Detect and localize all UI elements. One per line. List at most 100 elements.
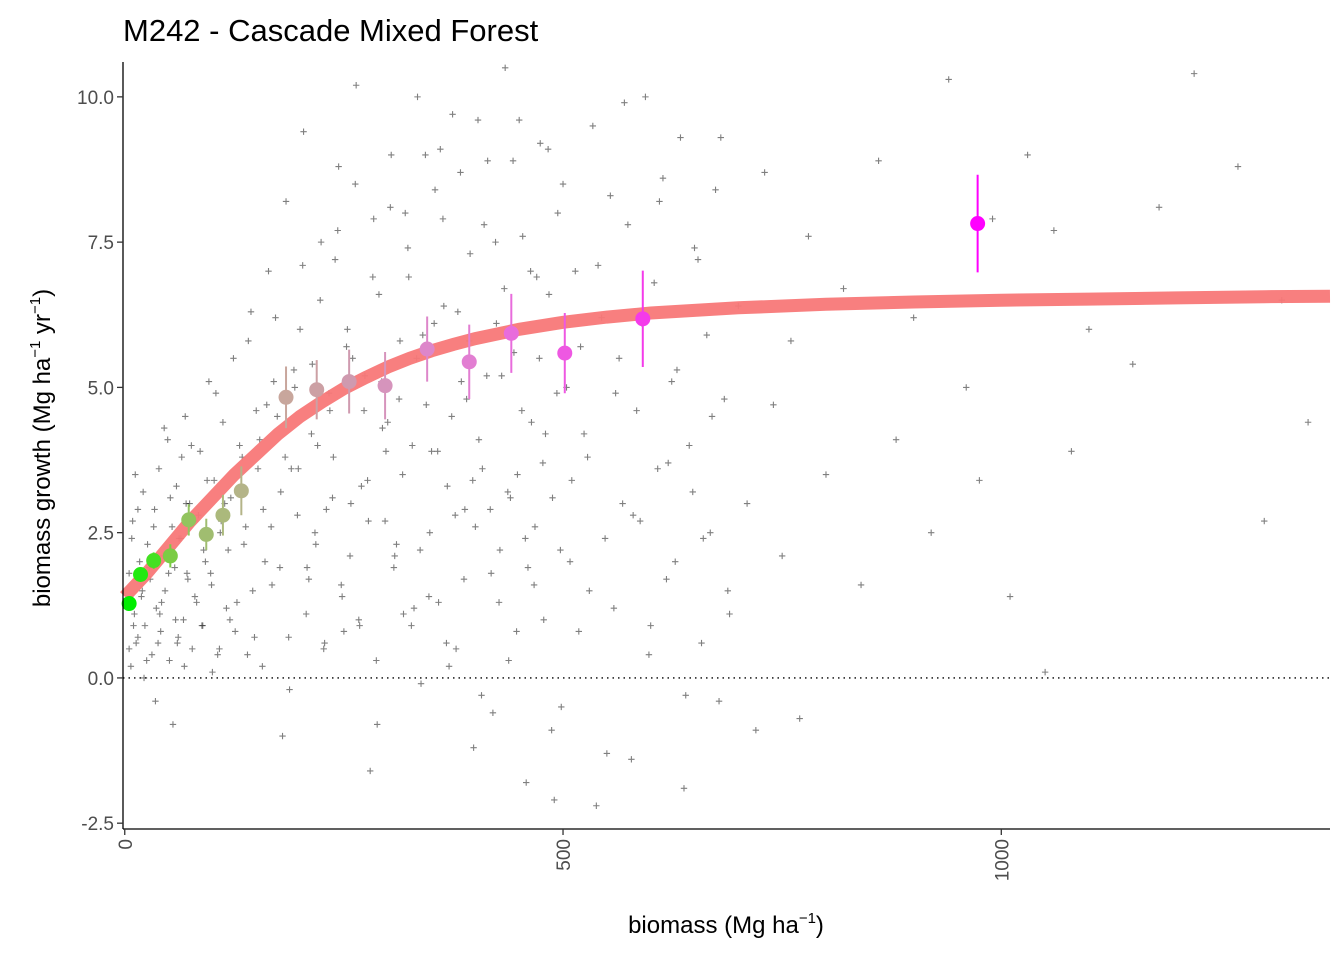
raw-point [281, 453, 289, 461]
raw-point [200, 546, 207, 554]
mean-point [503, 325, 519, 341]
raw-point [240, 541, 248, 548]
y-tick-label: 2.5 [88, 524, 114, 545]
raw-point [158, 599, 165, 606]
raw-point [227, 494, 235, 501]
raw-point [530, 581, 538, 589]
raw-point [724, 587, 732, 594]
raw-point [334, 227, 341, 234]
raw-point [487, 506, 494, 513]
raw-point [927, 529, 935, 536]
raw-point [379, 424, 386, 432]
raw-point [144, 541, 151, 548]
raw-point [629, 512, 637, 519]
raw-point [524, 564, 532, 571]
mean-point [309, 382, 325, 398]
raw-point [484, 157, 491, 164]
raw-point [989, 215, 996, 223]
raw-point [277, 488, 284, 496]
raw-point [369, 273, 377, 281]
raw-point [1234, 163, 1242, 170]
raw-point [691, 244, 698, 252]
y-axis-label: biomass growth (Mg ha−1 yr−1) [27, 289, 56, 607]
raw-point [214, 651, 221, 658]
mean-point [341, 374, 357, 390]
raw-point [554, 209, 561, 217]
raw-point [492, 238, 499, 246]
raw-point [212, 390, 220, 397]
raw-point [628, 756, 635, 763]
raw-point [233, 599, 241, 606]
raw-point [668, 378, 675, 385]
raw-point [209, 668, 216, 676]
raw-point [129, 517, 136, 525]
raw-point [1024, 151, 1031, 159]
raw-point [586, 587, 593, 594]
raw-point [523, 779, 530, 786]
raw-point [196, 448, 204, 455]
raw-point [347, 500, 355, 507]
x-axis-label: biomass (Mg ha−1) [628, 910, 824, 939]
raw-point [654, 465, 661, 472]
raw-point [770, 401, 777, 409]
mean-point [419, 341, 435, 357]
raw-point [143, 657, 150, 664]
raw-point [715, 697, 723, 705]
raw-point [445, 663, 453, 670]
raw-point [188, 442, 195, 449]
raw-point [665, 459, 672, 467]
raw-point [181, 663, 188, 670]
mean-point [162, 548, 178, 564]
raw-point [480, 221, 488, 228]
raw-point [352, 180, 359, 188]
raw-point [677, 134, 684, 141]
raw-point [787, 337, 795, 345]
raw-point [373, 657, 380, 664]
raw-point [478, 692, 485, 699]
raw-point [375, 291, 383, 298]
raw-point [390, 564, 398, 571]
raw-point [382, 448, 390, 455]
raw-point [703, 331, 710, 339]
raw-point [396, 337, 404, 345]
raw-point [501, 285, 508, 292]
mean-point [970, 216, 986, 232]
raw-point [153, 604, 160, 612]
raw-point [388, 151, 395, 159]
raw-point [519, 233, 526, 240]
raw-point [430, 320, 438, 327]
y-tick-label: -2.5 [81, 814, 114, 835]
raw-point [276, 564, 284, 571]
raw-point [505, 657, 512, 664]
raw-point [551, 796, 558, 804]
raw-point [548, 727, 555, 734]
y-tick-label: 5.0 [88, 378, 114, 399]
raw-point [207, 570, 214, 577]
raw-point [647, 622, 654, 629]
binned-means-layer [121, 174, 986, 612]
raw-point [182, 413, 189, 420]
raw-point [410, 604, 418, 612]
raw-point [174, 639, 181, 647]
raw-point [945, 76, 952, 83]
raw-point [125, 645, 133, 653]
raw-point [323, 506, 330, 513]
raw-point [549, 494, 556, 501]
raw-point [244, 651, 251, 658]
raw-point [721, 395, 728, 403]
raw-point [475, 436, 483, 443]
raw-point [260, 506, 267, 513]
raw-point [400, 610, 407, 618]
raw-point [493, 320, 500, 327]
raw-point [338, 593, 346, 600]
raw-point [349, 355, 356, 362]
raw-point [805, 233, 812, 240]
raw-point [155, 465, 163, 472]
raw-point [645, 651, 653, 658]
raw-point [127, 663, 135, 670]
raw-point [743, 500, 751, 507]
raw-point [329, 494, 336, 501]
raw-point [712, 186, 719, 194]
raw-point [320, 645, 327, 653]
raw-point [253, 407, 260, 414]
